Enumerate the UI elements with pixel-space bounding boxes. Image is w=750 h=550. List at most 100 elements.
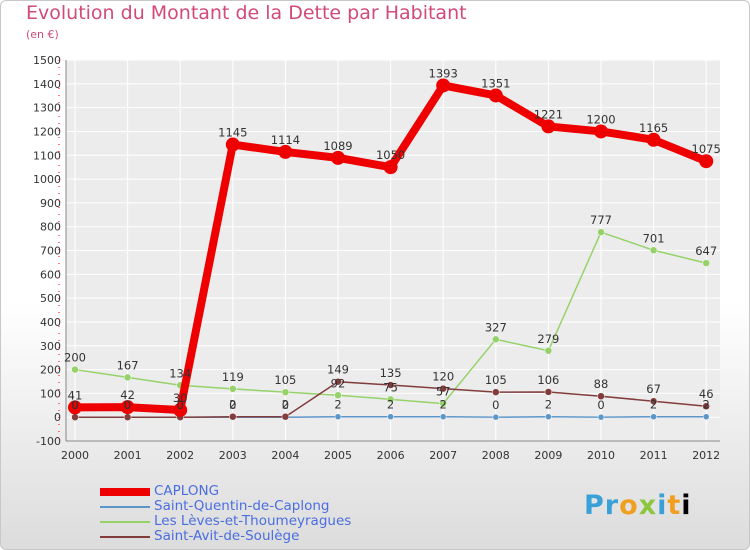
logo-letter: o	[619, 490, 639, 521]
y-tick-label: 500	[40, 292, 61, 305]
legend-item-les-leves: Les Lèves-et-Thoumeyragues	[100, 514, 420, 529]
data-point-2	[439, 399, 447, 408]
x-tick-label: 2004	[271, 449, 299, 462]
data-point-0	[646, 132, 661, 147]
data-label-0: 1114	[271, 133, 300, 147]
data-point-2	[597, 228, 605, 236]
data-label-3: 67	[646, 382, 661, 396]
x-tick-label: 2006	[377, 449, 405, 462]
data-label-0: 41	[68, 388, 83, 402]
data-point-2	[71, 365, 79, 374]
data-point-1	[545, 413, 552, 420]
data-point-3	[544, 388, 553, 396]
x-tick-label: 2003	[219, 449, 247, 462]
y-tick-label: 1000	[33, 173, 61, 186]
y-tick-label: 300	[40, 340, 61, 353]
data-label-2: 57	[436, 385, 451, 399]
data-label-3: 106	[537, 373, 559, 387]
y-tick-label: 800	[40, 221, 61, 234]
y-tick-label: 0	[54, 411, 61, 424]
y-tick-label: 1200	[33, 125, 61, 138]
data-point-3	[649, 397, 658, 405]
data-label-2: 279	[537, 332, 559, 346]
data-point-0	[488, 88, 503, 103]
legend-label-saint-quentin: Saint-Quentin-de-Caplong	[154, 498, 330, 514]
data-label-3: 88	[594, 377, 609, 391]
data-point-0	[594, 124, 608, 139]
chart-subtitle: (en €)	[26, 28, 59, 41]
data-label-0: 1050	[376, 148, 405, 162]
data-point-0	[541, 119, 556, 134]
data-point-3	[123, 413, 132, 421]
x-tick-label: 2009	[534, 449, 562, 462]
data-point-0	[120, 400, 135, 415]
data-label-2: 647	[695, 244, 717, 258]
y-tick-label: 900	[40, 197, 61, 210]
data-point-3	[439, 384, 447, 393]
y-tick-label: 1300	[33, 102, 61, 115]
data-point-0	[278, 144, 293, 159]
data-label-2: 200	[64, 351, 86, 365]
legend-swatch-saint-quentin	[100, 506, 150, 508]
logo-letter: r	[604, 490, 620, 521]
data-label-0: 1200	[586, 112, 615, 126]
y-tick-label: 600	[40, 268, 61, 281]
logo-letter: i	[681, 490, 692, 521]
logo-letter: t	[667, 490, 682, 521]
data-point-0	[173, 403, 188, 418]
data-point-1	[597, 413, 605, 421]
line-chart: -100010020030040050060070080090010001100…	[33, 54, 721, 462]
data-label-1: 0	[177, 398, 184, 412]
data-label-0: 30	[173, 391, 188, 405]
x-tick-label: 2010	[587, 449, 615, 462]
y-tick-label: 1400	[33, 78, 61, 91]
data-label-1: 2	[440, 398, 447, 412]
y-tick-label: 1500	[33, 54, 61, 67]
y-tick-label: 700	[40, 245, 61, 258]
y-tick-label: -100	[36, 435, 61, 448]
legend-swatch-saint-avit	[100, 536, 150, 538]
data-point-2	[702, 259, 710, 267]
x-tick-label: 2012	[692, 449, 720, 462]
data-point-3	[386, 381, 395, 389]
data-point-2	[386, 395, 395, 404]
data-label-1: 0	[492, 398, 499, 412]
data-point-3	[702, 402, 710, 410]
data-label-0: 1145	[218, 126, 247, 140]
data-point-0	[699, 154, 714, 169]
legend-item-saint-quentin: Saint-Quentin-de-Caplong	[100, 499, 420, 514]
data-label-3: 2	[282, 398, 289, 412]
data-label-0: 1089	[323, 139, 352, 153]
x-tick-label: 2008	[482, 449, 510, 462]
x-tick-label: 2002	[166, 449, 194, 462]
data-label-2: 327	[485, 320, 507, 334]
data-label-1: 2	[650, 398, 657, 412]
data-point-2	[334, 391, 342, 400]
data-label-1: 2	[334, 398, 341, 412]
data-label-2: 167	[117, 358, 139, 372]
data-label-3: 135	[380, 366, 402, 380]
data-label-2: 777	[590, 213, 612, 227]
data-label-2: 75	[383, 380, 398, 394]
data-point-0	[225, 137, 240, 152]
legend-item-saint-avit: Saint-Avit-de-Soulège	[100, 529, 420, 544]
data-label-1: 0	[597, 398, 604, 412]
y-tick-label: 1100	[33, 149, 61, 162]
legend-swatch-caplong	[100, 488, 150, 496]
data-label-3: 0	[177, 398, 184, 412]
data-point-2	[281, 388, 290, 396]
data-label-1: 2	[387, 398, 394, 412]
data-point-0	[331, 150, 345, 165]
x-tick-label: 2005	[324, 449, 352, 462]
x-tick-label: 2000	[61, 449, 89, 462]
legend-swatch-les-leves	[100, 521, 150, 523]
y-tick-label: 100	[40, 387, 61, 400]
data-point-3	[492, 388, 500, 396]
legend-label-les-leves: Les Lèves-et-Thoumeyragues	[154, 513, 352, 529]
data-point-3	[334, 377, 342, 386]
data-label-3: 105	[485, 373, 507, 387]
data-point-1	[334, 413, 342, 420]
data-label-3: 120	[432, 370, 454, 384]
data-point-3	[597, 392, 605, 400]
legend-item-caplong: CAPLONG	[100, 484, 420, 499]
